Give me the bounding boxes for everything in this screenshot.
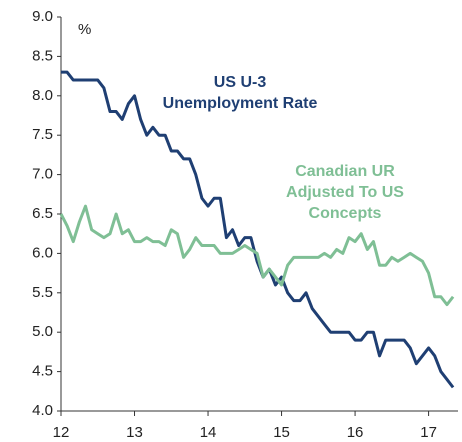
y-tick-label: 8.5 [32, 47, 53, 64]
x-tick-label: 13 [126, 424, 143, 441]
y-tick-label: 6.5 [32, 205, 53, 222]
x-tick-label: 17 [420, 424, 437, 441]
series-line [61, 70, 455, 389]
x-tick-label: 15 [273, 424, 290, 441]
series-line [59, 204, 455, 307]
y-tick-label: 8.0 [32, 87, 53, 104]
y-tick-label: 7.0 [32, 166, 53, 183]
y-axis-unit: % [78, 21, 91, 38]
x-tick-label: 14 [200, 424, 217, 441]
y-tick-label: 5.0 [32, 323, 53, 340]
series-label: Adjusted To US [286, 184, 404, 201]
series-label: US U-3 [214, 74, 267, 91]
x-tick-label: 12 [53, 424, 70, 441]
y-tick-label: 4.0 [32, 402, 53, 419]
series-label: Unemployment Rate [163, 95, 318, 112]
y-tick-label: 7.5 [32, 126, 53, 143]
y-tick-label: 5.5 [32, 284, 53, 301]
y-tick-label: 6.0 [32, 244, 53, 261]
series-label: Concepts [309, 205, 382, 222]
x-tick-label: 16 [347, 424, 364, 441]
y-tick-label: 4.5 [32, 363, 53, 380]
y-tick-label: 9.0 [32, 8, 53, 25]
series-label: Canadian UR [295, 163, 395, 180]
